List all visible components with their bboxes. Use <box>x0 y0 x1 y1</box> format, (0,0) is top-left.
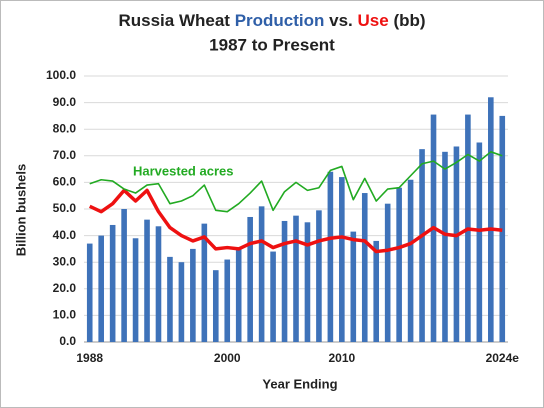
bar <box>384 203 391 342</box>
bar <box>270 251 276 342</box>
bar <box>419 149 425 342</box>
bar <box>442 151 448 342</box>
bar <box>258 206 265 342</box>
bar <box>373 240 380 342</box>
title-part: Use <box>358 11 389 30</box>
x-tick-label: 2024e <box>486 351 520 365</box>
bar <box>235 248 242 342</box>
bar <box>350 231 357 342</box>
y-tick-label: 30.0 <box>53 254 77 268</box>
y-tick-label: 50.0 <box>53 201 77 215</box>
title-part: Russia Wheat <box>118 11 230 30</box>
bar <box>304 222 311 342</box>
chart-title: Russia Wheat Production vs. Use (bb) <box>118 11 425 30</box>
bar <box>86 243 93 342</box>
y-tick-label: 90.0 <box>53 95 77 109</box>
bar <box>327 171 334 342</box>
bar <box>178 262 185 342</box>
y-axis-label: Billion bushels <box>13 164 28 256</box>
bar <box>201 223 208 342</box>
bar <box>190 248 196 342</box>
bar <box>132 238 139 342</box>
bar <box>109 224 116 342</box>
line <box>88 188 503 254</box>
x-tick-label: 2000 <box>214 351 241 365</box>
y-tick-label: 0.0 <box>59 334 76 348</box>
y-tick-label: 40.0 <box>53 228 77 242</box>
series-label: Harvested acres <box>133 163 233 178</box>
title-part: vs. <box>329 11 353 30</box>
chart-subtitle: 1987 to Present <box>209 35 335 54</box>
bar <box>247 216 253 342</box>
y-tick-label: 10.0 <box>53 308 77 322</box>
bar <box>488 97 494 342</box>
bar <box>224 259 231 342</box>
title-part: (bb) <box>393 11 425 30</box>
x-tick-label: 2010 <box>328 351 355 365</box>
line <box>89 151 503 213</box>
bar <box>396 187 402 342</box>
y-tick-label: 80.0 <box>53 121 77 135</box>
bar <box>155 226 162 342</box>
bar <box>167 256 173 342</box>
y-tick-label: 60.0 <box>53 175 77 189</box>
bar <box>407 179 414 342</box>
bar <box>144 219 150 342</box>
bar <box>121 209 127 342</box>
bar <box>212 270 219 342</box>
bar <box>98 235 104 342</box>
bar <box>281 220 288 342</box>
title-part: Production <box>235 11 325 30</box>
x-axis-label: Year Ending <box>262 376 337 391</box>
y-tick-label: 100.0 <box>46 68 76 82</box>
x-tick-label: 1988 <box>76 351 103 365</box>
bar <box>316 210 322 342</box>
bar <box>339 177 345 342</box>
y-tick-label: 20.0 <box>53 281 77 295</box>
bar <box>293 215 299 342</box>
y-tick-label: 70.0 <box>53 148 77 162</box>
bar <box>361 193 368 342</box>
bar <box>453 146 460 342</box>
bar <box>476 142 483 342</box>
